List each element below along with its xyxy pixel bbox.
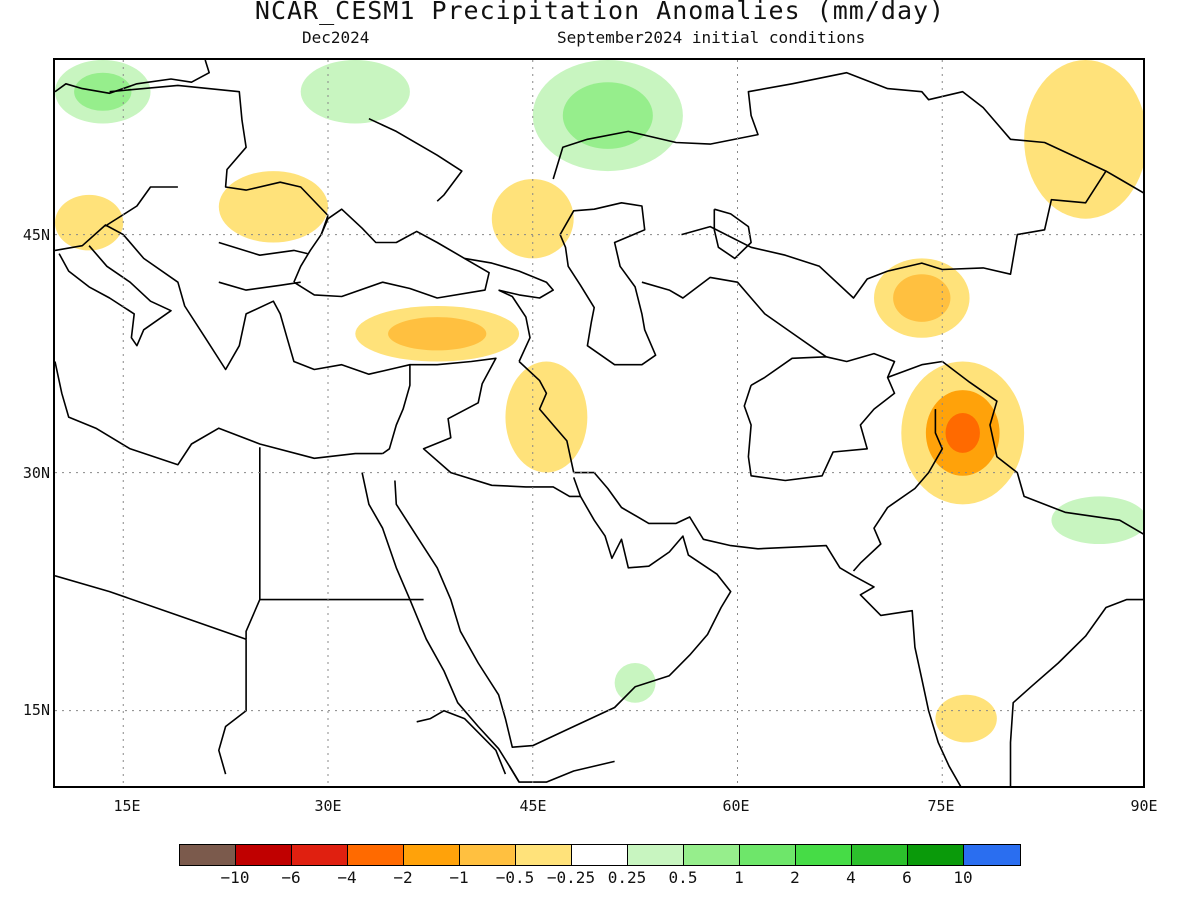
boundary-black-sea [293,208,490,299]
anomaly-region-8 [935,694,997,743]
colorbar-label-10: 2 [790,868,800,887]
boundary-russia-kaz [552,71,1080,180]
colorbar-swatch-0 [180,845,236,865]
boundary-india-pak [852,409,944,572]
anomaly-core-9 [562,82,653,149]
valid-month-label: Dec2024 [302,28,370,47]
boundary-bg-tr [218,281,301,291]
boundary-africa-north [55,361,383,466]
boundary-aral [713,208,752,260]
colorbar-swatch-13 [908,845,964,865]
colorbar-label-7: 0.25 [607,868,647,887]
boundary-georgia [464,257,555,299]
boundary-italy [58,245,172,347]
boundary-india-east [1009,598,1143,786]
boundary-iran-west [518,360,575,473]
boundary-turkey-iran-border [498,289,531,362]
lon-label-30e: 30E [314,797,342,815]
init-conditions-label: September2024 initial conditions [557,28,866,47]
lon-label-15e: 15E [113,797,141,815]
boundary-arabia [394,477,732,749]
lon-label-90e: 90E [1130,797,1158,815]
boundary-iraq-syria [409,357,581,498]
colorbar-label-4: −1 [449,868,469,887]
lon-label-45e: 45E [519,797,547,815]
anomaly-region-12 [614,663,656,703]
lat-label-30n: 30N [22,464,50,482]
map-canvas [55,60,1143,786]
colorbar-label-12: 6 [902,868,912,887]
colorbar-label-1: −6 [281,868,301,887]
boundary-china-mong [1105,170,1143,194]
colorbar-swatch-10 [740,845,796,865]
lon-label-75e: 75E [927,797,955,815]
anomaly-shading-layer [55,60,1143,743]
anomaly-core-1 [893,274,951,322]
boundary-somalia [508,765,520,783]
anomaly-core-4 [508,194,558,243]
colorbar-swatch-12 [852,845,908,865]
boundary-ethiopia [416,709,507,775]
map-frame [53,58,1145,788]
anomaly-core-2 [388,317,487,351]
colorbar-swatch-9 [684,845,740,865]
anomaly-region-11 [300,60,410,124]
colorbar-label-2: −4 [337,868,357,887]
boundary-baltic [55,60,210,95]
colorbar-swatch-2 [292,845,348,865]
colorbar-label-5: −0.5 [495,868,535,887]
anomaly-region-13 [1051,496,1143,545]
boundary-sudan-chad [218,639,247,775]
boundary-caspian [559,202,657,366]
map-title: NCAR_CESM1 Precipitation Anomalies (mm/d… [254,0,946,25]
colorbar-swatch-11 [796,845,852,865]
boundary-europe-east [109,84,329,235]
boundary-central-asia [641,276,827,358]
colorbar-label-11: 4 [846,868,856,887]
colorbar-label-8: 0.5 [668,868,698,887]
anomaly-core-7 [1048,91,1123,187]
colorbar-label-9: 1 [734,868,744,887]
colorbar-label-13: 10 [953,868,973,887]
boundary-gulf-iran [573,471,962,786]
boundary-balkans [106,186,178,226]
lat-label-45n: 45N [22,226,50,244]
coastline-layer [55,60,1143,786]
colorbar-swatch-6 [516,845,572,865]
boundary-kazakh-south [681,157,1107,299]
boundary-red-sea-west [361,472,615,783]
lon-label-60e: 60E [722,797,750,815]
colorbar-label-0: −10 [220,868,250,887]
colorbar-swatch-7 [572,845,628,865]
gridline-layer [55,60,1143,786]
colorbar-label-6: −0.25 [546,868,596,887]
colorbar-swatch-3 [348,845,404,865]
colorbar-swatch-4 [404,845,460,865]
colorbar-swatch-1 [236,845,292,865]
lat-label-15n: 15N [22,701,50,719]
boundary-ukraine-russia [368,117,463,202]
colorbar-swatch-14 [964,845,1020,865]
boundary-med-north [55,224,411,455]
anomaly-core-5 [240,185,307,229]
colorbar [179,844,1021,866]
boundary-afghan [743,352,896,482]
anomaly-region-6 [55,194,124,251]
boundary-romania-bg [218,241,308,256]
colorbar-swatch-8 [628,845,684,865]
boundary-egypt-libya [245,447,261,640]
colorbar-label-3: −2 [393,868,413,887]
anomaly-peak-0 [945,412,980,453]
boundary-chad-libya [55,575,247,640]
colorbar-swatch-5 [460,845,516,865]
